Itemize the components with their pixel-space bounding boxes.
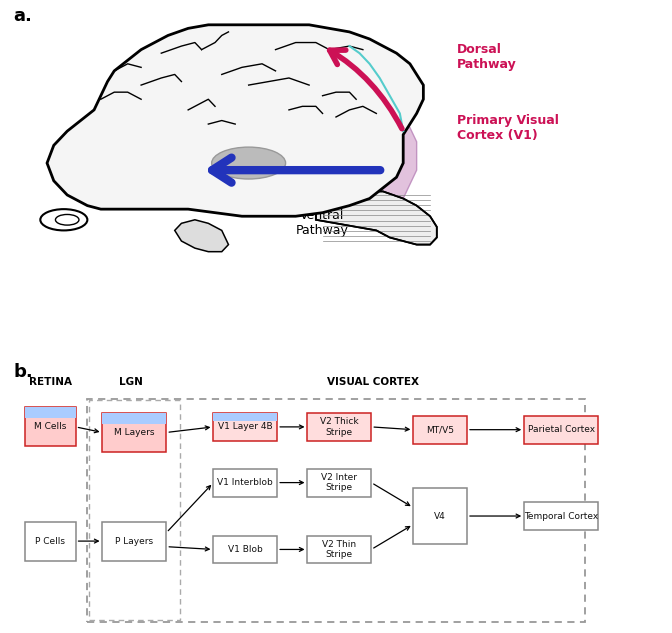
Polygon shape: [363, 113, 417, 206]
Bar: [103, 413, 167, 424]
Text: VISUAL CORTEX: VISUAL CORTEX: [327, 377, 419, 387]
Text: a.: a.: [13, 7, 32, 25]
Text: M Cells: M Cells: [34, 422, 67, 432]
Bar: [307, 468, 371, 496]
Bar: [214, 413, 277, 441]
Bar: [26, 522, 75, 561]
Polygon shape: [175, 220, 228, 252]
Bar: [103, 413, 167, 452]
Bar: [413, 416, 467, 444]
Text: V1 Blob: V1 Blob: [228, 545, 263, 554]
Text: Temporal Cortex: Temporal Cortex: [524, 511, 598, 520]
Text: P Cells: P Cells: [36, 537, 65, 546]
Text: V4: V4: [434, 511, 446, 520]
Bar: [307, 536, 371, 563]
Text: M Layers: M Layers: [114, 428, 155, 437]
Bar: [87, 399, 585, 622]
Text: Dorsal
Pathway: Dorsal Pathway: [457, 42, 517, 71]
Text: RETINA: RETINA: [29, 377, 72, 387]
Bar: [26, 408, 75, 446]
Bar: [214, 468, 277, 496]
Ellipse shape: [212, 147, 286, 179]
Bar: [214, 536, 277, 563]
Text: Primary Visual
Cortex (V1): Primary Visual Cortex (V1): [457, 113, 559, 142]
Bar: [524, 502, 598, 530]
Bar: [89, 401, 180, 620]
Text: LGN: LGN: [119, 377, 143, 387]
Text: Ventral
Pathway: Ventral Pathway: [296, 209, 349, 237]
Polygon shape: [316, 191, 437, 244]
Text: b.: b.: [13, 363, 33, 381]
Text: V2 Inter
Stripe: V2 Inter Stripe: [321, 473, 358, 492]
Text: MT/V5: MT/V5: [426, 425, 454, 434]
Ellipse shape: [55, 215, 79, 225]
Text: P Layers: P Layers: [116, 537, 153, 546]
Text: V2 Thick
Stripe: V2 Thick Stripe: [320, 417, 359, 437]
FancyArrowPatch shape: [329, 50, 402, 128]
Ellipse shape: [40, 209, 87, 230]
Text: V1 Interblob: V1 Interblob: [218, 478, 273, 487]
Text: V1 Layer 4B: V1 Layer 4B: [218, 422, 273, 432]
Bar: [26, 408, 75, 418]
Text: V2 Thin
Stripe: V2 Thin Stripe: [323, 540, 356, 559]
Bar: [413, 488, 467, 544]
Bar: [524, 416, 598, 444]
Bar: [103, 522, 167, 561]
Text: Parietal Cortex: Parietal Cortex: [528, 425, 595, 434]
Bar: [307, 413, 371, 441]
Polygon shape: [47, 25, 423, 216]
Bar: [214, 413, 277, 421]
FancyArrowPatch shape: [212, 158, 380, 183]
